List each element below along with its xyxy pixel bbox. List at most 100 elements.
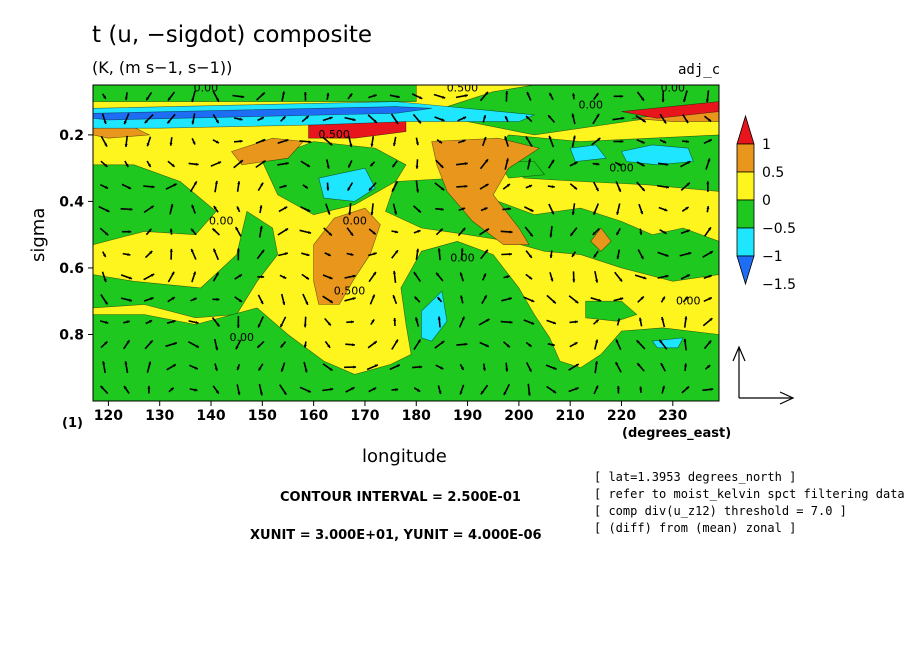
vector-arrowhead <box>504 136 508 140</box>
vector-arrowhead <box>237 181 241 185</box>
vector-arrowhead <box>303 324 307 328</box>
vector-arrowhead <box>284 252 288 256</box>
vector-arrowhead <box>239 160 243 164</box>
vector-arrowhead <box>482 367 486 371</box>
x-tick-label: 220 <box>607 408 636 424</box>
vector-arrowhead <box>666 185 669 189</box>
vector-arrowhead <box>707 365 711 369</box>
vector-arrowhead <box>329 142 333 146</box>
vector-arrowhead <box>371 319 375 323</box>
vector-arrowhead <box>235 227 239 231</box>
vector-arrowhead <box>529 233 533 237</box>
vector-arrowhead <box>509 320 513 324</box>
colorbar-label: −1.5 <box>762 277 796 293</box>
vector-arrowhead <box>283 184 287 188</box>
vector-arrowhead <box>213 248 217 252</box>
vector-arrowhead <box>574 342 578 346</box>
vector-arrowhead <box>708 139 712 143</box>
vector-arrowhead <box>438 140 442 144</box>
vector-arrowhead <box>127 253 131 256</box>
vector-arrowhead <box>105 232 109 236</box>
contour-label: 0.00 <box>450 251 475 264</box>
vector-arrowhead <box>103 95 106 99</box>
meta-line: [ lat=1.3953 degrees_north ] <box>594 470 797 484</box>
vector-arrowhead <box>441 118 445 122</box>
vector-arrowhead <box>417 339 421 343</box>
vector-arrowhead <box>103 120 107 124</box>
vector-arrowhead <box>173 342 177 346</box>
vector-arrowhead <box>503 391 507 395</box>
vector-arrowhead <box>597 138 601 141</box>
vector-arrowhead <box>259 392 263 396</box>
vector-arrowhead <box>437 248 441 252</box>
vector-arrowhead <box>347 187 351 191</box>
vector-arrowhead <box>372 294 375 298</box>
vector-arrowhead <box>685 207 689 210</box>
vector-arrowhead <box>527 392 531 396</box>
chart-units: (K, (m s−1, s−1)) <box>92 58 233 77</box>
vector-arrowhead <box>460 366 464 370</box>
vector-arrowhead <box>282 116 286 120</box>
vector-arrowhead <box>550 278 554 282</box>
vector-arrowhead <box>506 184 510 187</box>
vector-arrowhead <box>464 94 468 98</box>
vector-arrowhead <box>665 274 669 278</box>
vector-arrowhead <box>106 209 110 212</box>
vector-arrowhead <box>103 278 107 282</box>
x-tick-label: 130 <box>145 408 174 424</box>
vector-arrowhead <box>128 276 132 280</box>
vector-arrowhead <box>552 390 557 393</box>
vector-arrowhead <box>661 385 665 389</box>
vector-arrowhead <box>285 139 289 142</box>
vector-arrowhead <box>483 295 487 299</box>
vector-arrowhead <box>193 271 196 275</box>
vector-arrowhead <box>171 271 175 275</box>
vector-arrowhead <box>370 163 374 167</box>
vector-arrowhead <box>419 96 423 99</box>
x-axis-unit: (degrees_east) <box>622 426 732 441</box>
vector-arrowhead <box>441 341 445 344</box>
vector-arrowhead <box>637 363 641 367</box>
plot-frame <box>92 84 720 402</box>
vector-arrowhead <box>392 164 396 168</box>
x-tick-label: 150 <box>248 408 277 424</box>
vector-arrowhead <box>257 344 261 348</box>
vector-arrowhead <box>126 340 130 344</box>
vector-arrowhead <box>642 119 646 123</box>
vector-arrowhead <box>214 180 218 184</box>
vector-arrowhead <box>259 205 263 209</box>
vector-arrowhead <box>526 116 530 120</box>
contour-label: 0.00 <box>661 82 686 95</box>
contour-label: 0.00 <box>578 98 603 111</box>
vector-arrowhead <box>529 276 533 280</box>
vector-arrowhead <box>663 140 667 144</box>
vector-arrowhead <box>191 204 195 208</box>
vector-arrowhead <box>102 253 106 257</box>
vector-arrowhead <box>484 249 488 253</box>
contour-region-green <box>441 85 719 136</box>
vector-arrowhead <box>616 231 620 235</box>
contour-label: 0.00 <box>230 331 255 344</box>
vector-arrowhead <box>259 226 263 229</box>
vector-arrowhead <box>236 366 240 371</box>
vector-arrowhead <box>506 275 510 279</box>
vector-arrowhead <box>349 93 353 97</box>
vector-arrowhead <box>193 297 197 301</box>
vector-arrowhead <box>306 164 310 167</box>
vector-arrowhead <box>373 272 376 276</box>
vector-arrowhead <box>124 97 128 101</box>
vector-arrowhead <box>641 163 645 167</box>
vector-arrowhead <box>393 142 396 146</box>
vector-arrowhead <box>417 388 421 392</box>
vector-arrowhead <box>261 249 265 253</box>
vector-arrowhead <box>104 143 107 147</box>
vector-arrowhead <box>282 301 286 305</box>
xy-unit-note: XUNIT = 3.000E+01, YUNIT = 4.000E-06 <box>250 528 542 543</box>
vector-arrowhead <box>127 186 132 189</box>
vector-arrowhead <box>530 321 535 325</box>
colorbar-label: 0.5 <box>762 165 784 181</box>
vector-arrowhead <box>194 388 198 392</box>
vector-arrowhead <box>551 159 554 163</box>
vector-arrowhead <box>195 344 199 348</box>
